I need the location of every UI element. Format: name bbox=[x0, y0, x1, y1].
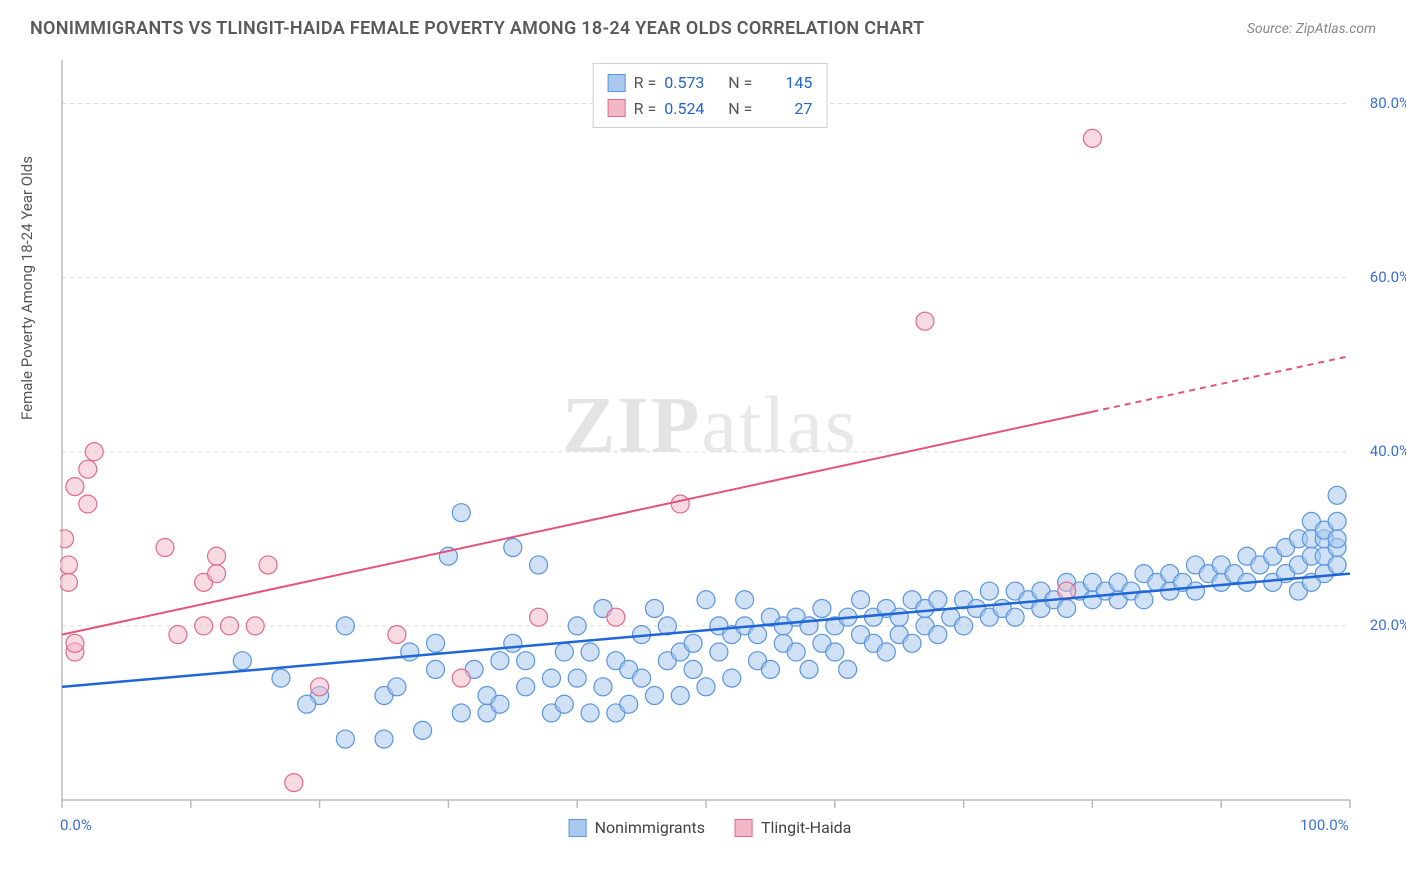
y-axis-label: Female Poverty Among 18-24 Year Olds bbox=[18, 156, 36, 420]
y-tick-label: 60.0% bbox=[1370, 268, 1406, 286]
series-legend-label: Tlingit-Haida bbox=[761, 818, 851, 837]
y-tick-label: 40.0% bbox=[1370, 442, 1406, 460]
series-legend-item: Tlingit-Haida bbox=[735, 818, 851, 837]
series-legend-label: Nonimmigrants bbox=[595, 818, 705, 837]
x-tick-label: 0.0% bbox=[60, 816, 92, 834]
stat-r-label: R = bbox=[634, 96, 657, 122]
stats-legend-row: R = 0.524 N = 27 bbox=[608, 96, 813, 122]
series-legend: Nonimmigrants Tlingit-Haida bbox=[569, 810, 852, 845]
stats-legend: R = 0.573 N = 145 R = 0.524 N = 27 bbox=[593, 63, 828, 128]
legend-swatch bbox=[608, 74, 626, 92]
stat-r-value: 0.573 bbox=[664, 70, 716, 96]
chart-title: NONIMMIGRANTS VS TLINGIT-HAIDA FEMALE PO… bbox=[30, 18, 924, 39]
stat-n-label: N = bbox=[724, 96, 752, 122]
legend-swatch bbox=[569, 819, 587, 837]
stat-n-value: 145 bbox=[760, 70, 812, 96]
chart-header: NONIMMIGRANTS VS TLINGIT-HAIDA FEMALE PO… bbox=[30, 18, 1376, 39]
stat-n-value: 27 bbox=[760, 96, 812, 122]
y-tick-label: 20.0% bbox=[1370, 616, 1406, 634]
legend-swatch bbox=[735, 819, 753, 837]
chart-area: ZIPatlas R =0.573 N =145R =0.524 N =27 N… bbox=[60, 55, 1360, 815]
y-tick-label: 80.0% bbox=[1370, 94, 1406, 112]
series-legend-item: Nonimmigrants bbox=[569, 818, 705, 837]
stat-n-label: N = bbox=[724, 70, 752, 96]
scatter-plot bbox=[60, 55, 1360, 815]
x-tick-label: 100.0% bbox=[1300, 816, 1349, 834]
legend-swatch bbox=[608, 99, 626, 117]
stat-r-value: 0.524 bbox=[664, 96, 716, 122]
stat-r-label: R = bbox=[634, 70, 657, 96]
stats-legend-row: R = 0.573 N = 145 bbox=[608, 70, 813, 96]
chart-source: Source: ZipAtlas.com bbox=[1247, 21, 1376, 37]
